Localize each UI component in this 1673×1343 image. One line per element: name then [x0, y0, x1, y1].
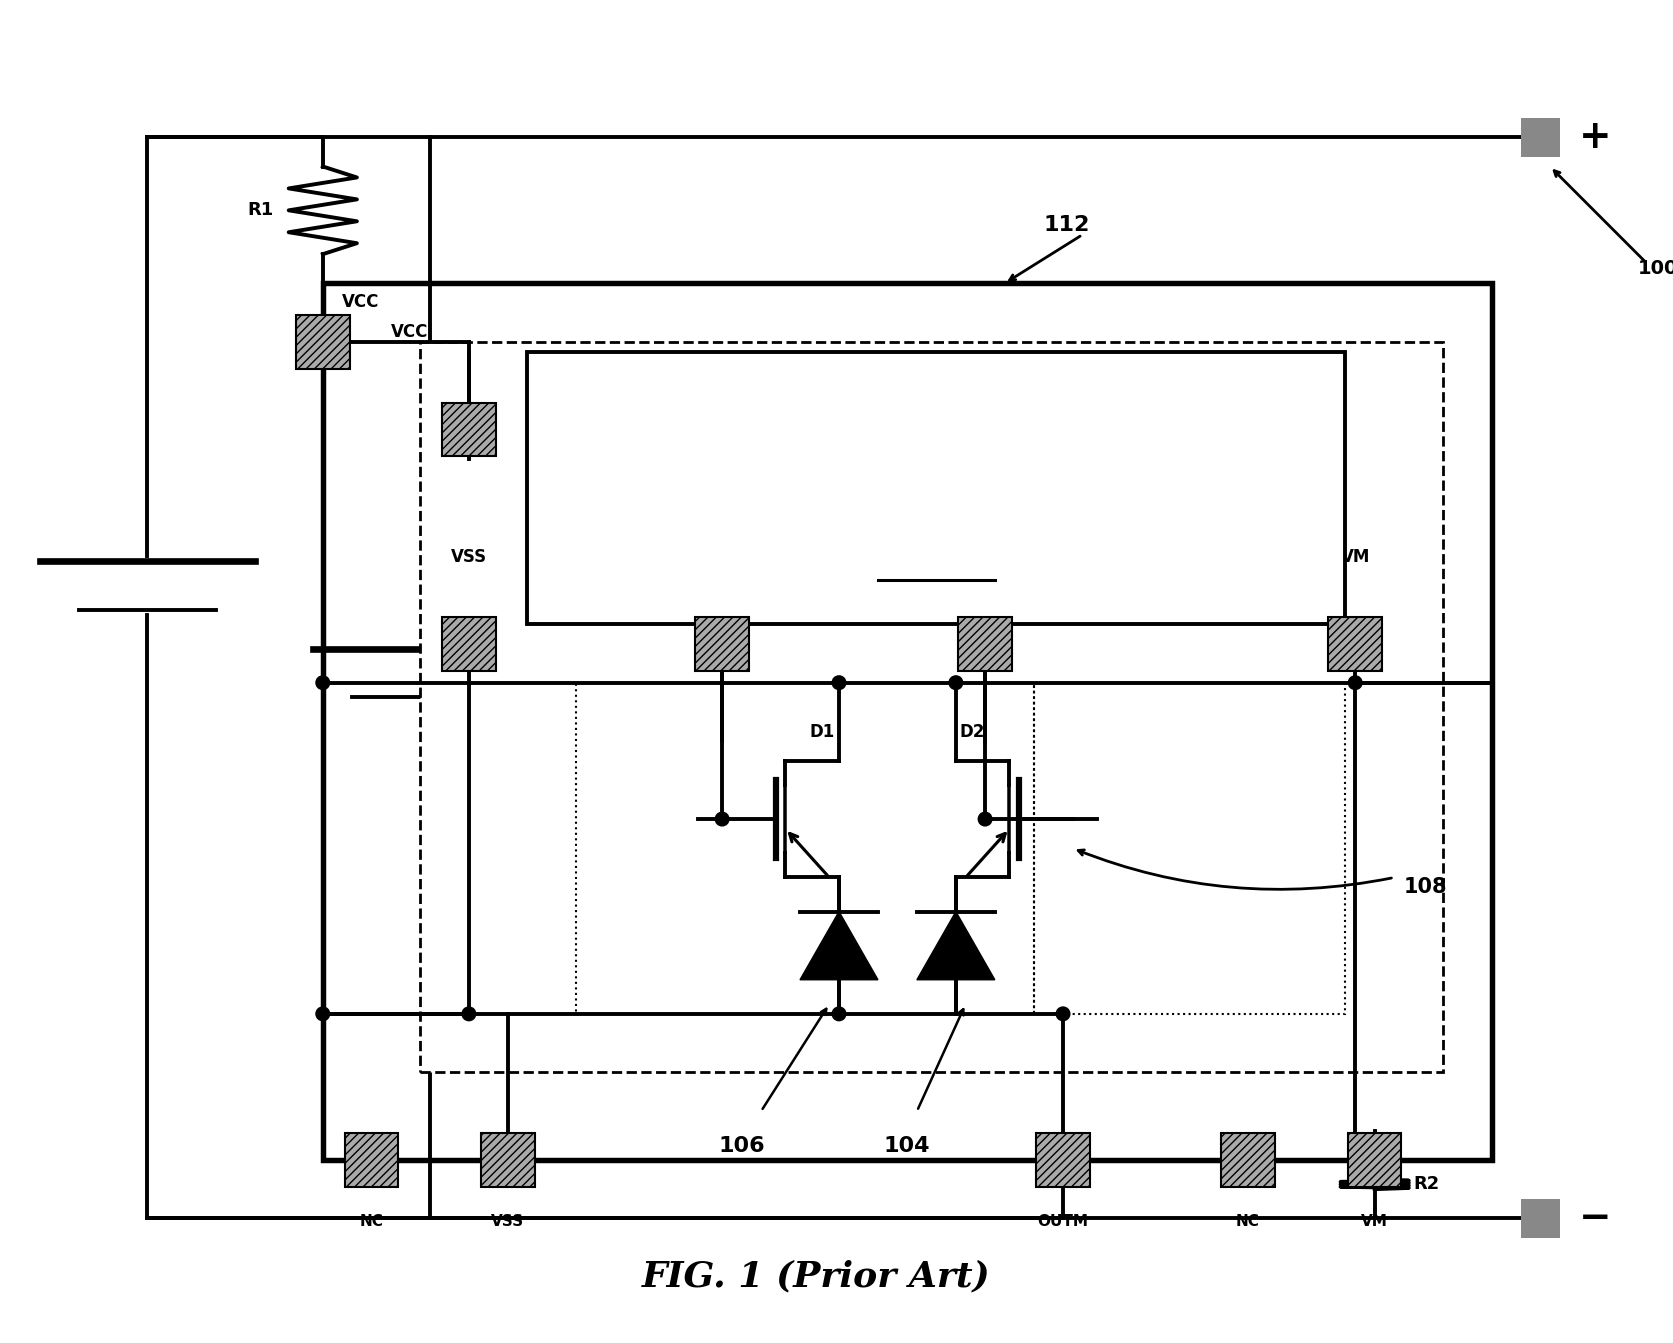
Text: R2: R2: [1412, 1175, 1439, 1194]
Text: VM: VM: [1340, 548, 1369, 565]
Text: 106: 106: [718, 1136, 765, 1155]
Text: DO: DO: [708, 548, 736, 565]
Circle shape: [1056, 1007, 1069, 1021]
Circle shape: [714, 813, 728, 826]
Circle shape: [1347, 676, 1362, 689]
Bar: [323, 283, 1491, 1160]
Text: 112: 112: [1042, 215, 1089, 235]
Text: NC: NC: [360, 1214, 383, 1229]
Polygon shape: [800, 912, 877, 980]
Bar: [480, 1133, 534, 1187]
Text: VM: VM: [1360, 1214, 1387, 1229]
Text: VCC: VCC: [341, 293, 380, 312]
Circle shape: [977, 813, 992, 826]
Circle shape: [462, 1007, 475, 1021]
Text: 108: 108: [1404, 877, 1447, 897]
Bar: [1519, 118, 1559, 157]
Text: +: +: [1578, 118, 1611, 156]
Bar: [1347, 1133, 1400, 1187]
Bar: [296, 316, 350, 368]
Text: C1: C1: [555, 663, 582, 682]
Text: FIG. 1 (Prior Art): FIG. 1 (Prior Art): [642, 1260, 990, 1293]
Text: NC: NC: [1235, 1214, 1260, 1229]
Text: VSS: VSS: [450, 548, 487, 565]
Text: VSS: VSS: [490, 1214, 524, 1229]
Bar: [1328, 616, 1382, 670]
Text: OUTM: OUTM: [1037, 1214, 1087, 1229]
Circle shape: [949, 676, 962, 689]
Text: 100: 100: [1636, 259, 1673, 278]
Bar: [957, 616, 1010, 670]
Text: Power control IC: Power control IC: [831, 443, 1039, 463]
Text: 104: 104: [883, 1136, 930, 1155]
Bar: [420, 342, 1442, 1072]
Text: D2: D2: [959, 723, 984, 741]
Circle shape: [316, 676, 330, 689]
Text: CO: CO: [972, 548, 997, 565]
Text: VCC: VCC: [391, 324, 428, 341]
Bar: [1221, 1133, 1275, 1187]
Bar: [442, 403, 495, 457]
Bar: [1034, 682, 1345, 1014]
Polygon shape: [917, 912, 994, 980]
Text: −: −: [1578, 1199, 1611, 1237]
Bar: [442, 616, 495, 670]
Circle shape: [831, 676, 845, 689]
Text: VCC: VCC: [537, 411, 574, 428]
Bar: [1519, 1199, 1559, 1238]
Text: R1: R1: [248, 201, 274, 219]
Bar: [576, 682, 1034, 1014]
Text: D1: D1: [810, 723, 835, 741]
Text: 102: 102: [910, 540, 962, 563]
Bar: [345, 1133, 398, 1187]
Bar: [694, 616, 748, 670]
Bar: [1036, 1133, 1089, 1187]
Circle shape: [316, 1007, 330, 1021]
Circle shape: [831, 1007, 845, 1021]
Bar: [527, 352, 1345, 624]
